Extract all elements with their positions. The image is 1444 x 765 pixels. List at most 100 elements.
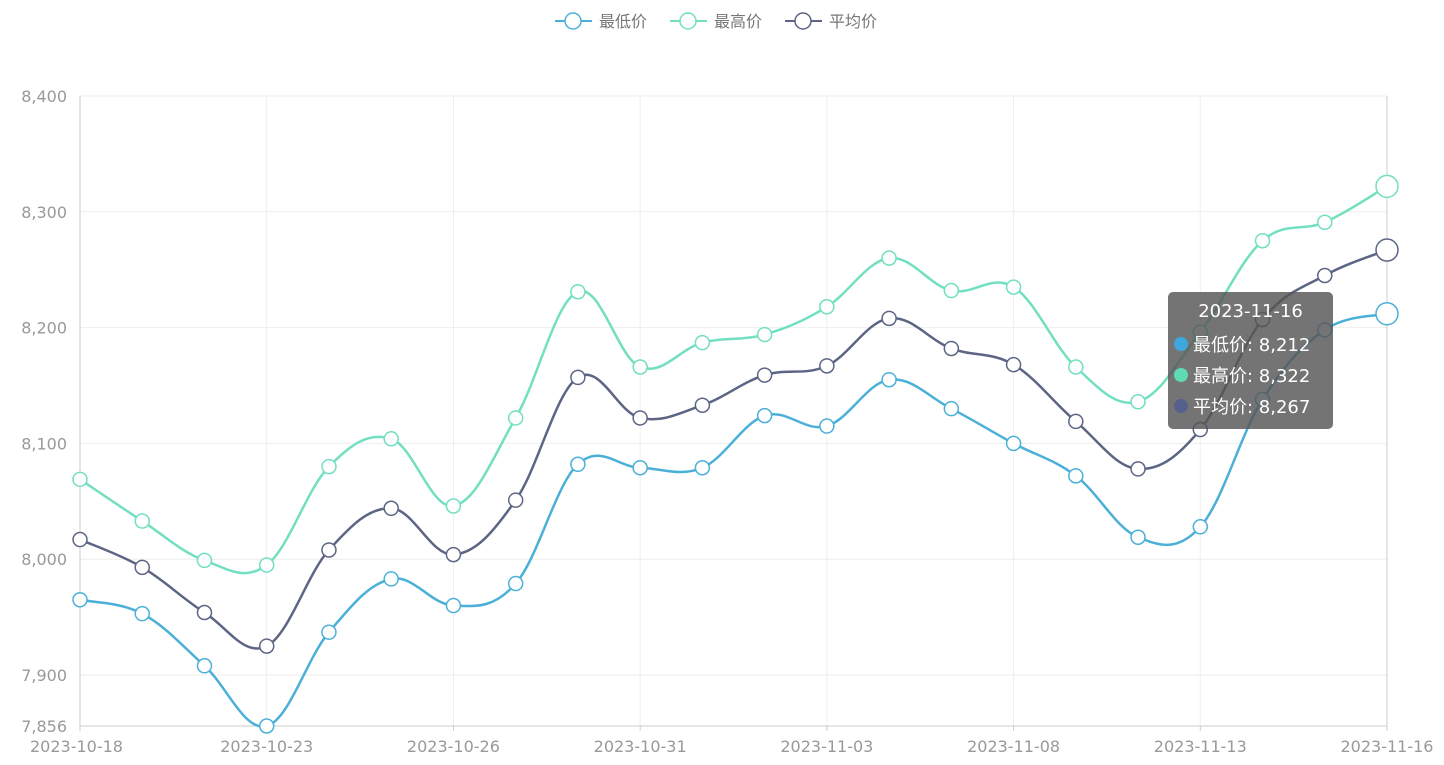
data-point-highest-price: [881, 250, 897, 266]
data-point-average-price: [943, 340, 960, 357]
data-point-lowest-price: [321, 624, 337, 640]
data-point-highest-price: [1005, 279, 1022, 295]
x-tick-label: 2023-11-03: [780, 737, 873, 756]
data-point-highest-price: [72, 471, 88, 488]
axes: [79, 96, 1388, 727]
data-point-average-price: [1068, 413, 1084, 430]
tooltip-row-avg: 平均价: 8,267: [1174, 390, 1333, 421]
data-point-average-price: [383, 500, 399, 517]
data-point-lowest-price: [819, 418, 835, 434]
data-point-highest-price: [445, 498, 462, 514]
series-line-average-price: [79, 248, 1388, 650]
data-point-highest-price: [321, 458, 337, 475]
data-point-lowest-price: [632, 459, 648, 476]
data-point-highest-price: [196, 552, 213, 569]
data-point-average-price: [258, 638, 275, 654]
data-point-lowest-price: [570, 456, 586, 473]
data-point-lowest-price: [943, 400, 960, 417]
data-point-lowest-price: [1005, 435, 1022, 452]
data-point-highest-price: [134, 513, 150, 529]
data-point-lowest-price: [445, 597, 462, 614]
data-point-average-price: [134, 559, 150, 576]
tooltip-text-high: 最高价: 8,322: [1193, 365, 1311, 387]
data-point-average-price: [694, 397, 711, 413]
tooltip-row-low: 最低价: 8,212: [1174, 328, 1333, 359]
x-tick-label: 2023-10-23: [220, 737, 313, 756]
data-point-lowest-price: [258, 718, 275, 734]
tooltip-title: 2023-11-16: [1198, 301, 1303, 322]
data-point-highest-price: [383, 431, 399, 447]
data-point-average-price: [756, 367, 773, 383]
legend-marker-icon: [794, 12, 812, 30]
legend-marker-icon: [679, 12, 697, 30]
tooltip-row-high: 最高价: 8,322: [1174, 359, 1333, 390]
y-tick-label: 8,000: [21, 550, 67, 569]
x-tick-label: 2023-11-16: [1341, 737, 1434, 756]
y-tick-label: 8,300: [21, 203, 67, 222]
tooltip-text-low: 最低价: 8,212: [1193, 334, 1311, 356]
data-point-highest-price: [507, 410, 524, 426]
legend-label: 最高价: [714, 12, 762, 31]
data-point-average-price: [881, 310, 897, 327]
y-tick-label: 8,100: [21, 434, 67, 453]
series-average-price: [72, 238, 1399, 654]
legend-item-highest-price[interactable]: 最高价: [670, 12, 762, 31]
legend-marker-icon: [564, 12, 582, 30]
data-point-lowest-price: [134, 605, 150, 622]
tooltip-dot-high: [1174, 367, 1188, 382]
data-point-lowest-price: [383, 571, 399, 587]
data-point-average-price: [196, 604, 213, 621]
data-point-average-price: [1317, 267, 1333, 284]
y-axis-ticks: 8,400 8,300 8,200 8,100 8,000 7,900 7,856: [21, 87, 67, 736]
data-point-average-price: [819, 358, 835, 374]
x-tick-label: 2023-11-08: [967, 737, 1060, 756]
data-point-average-price: [1375, 238, 1399, 262]
legend-item-lowest-price[interactable]: 最低价: [555, 12, 647, 31]
grid-lines: [80, 95, 1387, 726]
tooltip: 2023-11-16 最低价: 8,212 最高价: 8,322 平均价: 8,…: [1168, 292, 1333, 429]
series-layer[interactable]: [72, 174, 1399, 734]
data-point-lowest-price: [1375, 301, 1399, 326]
data-point-highest-price: [258, 557, 275, 573]
data-point-highest-price: [632, 359, 648, 375]
data-point-lowest-price: [507, 575, 524, 592]
data-point-lowest-price: [1130, 529, 1146, 545]
y-tick-label: 7,856: [21, 717, 67, 736]
x-axis-ticks: 2023-10-18 2023-10-23 2023-10-26 2023-10-31…: [30, 726, 1433, 756]
legend[interactable]: 最低价 最高价 平均价: [555, 12, 877, 31]
data-point-lowest-price: [1068, 468, 1084, 484]
x-tick-label: 2023-10-31: [594, 737, 687, 756]
data-point-highest-price: [1068, 359, 1084, 375]
data-point-highest-price: [943, 282, 960, 299]
y-tick-label: 8,200: [21, 319, 67, 338]
data-point-highest-price: [1317, 214, 1333, 230]
data-point-highest-price: [819, 299, 835, 315]
legend-label: 平均价: [829, 12, 877, 31]
data-point-highest-price: [1130, 393, 1146, 410]
data-point-highest-price: [694, 334, 711, 351]
tooltip-text-avg: 平均价: 8,267: [1193, 396, 1311, 418]
y-tick-label: 8,400: [21, 87, 67, 106]
x-tick-label: 2023-11-13: [1154, 737, 1247, 756]
data-point-average-price: [632, 410, 648, 426]
tooltip-dot-low: [1174, 336, 1188, 351]
data-point-average-price: [321, 542, 337, 558]
data-point-highest-price: [756, 326, 773, 343]
data-point-lowest-price: [756, 407, 773, 424]
series-highest-price: [72, 174, 1399, 575]
data-point-average-price: [507, 492, 524, 508]
legend-item-average-price[interactable]: 平均价: [785, 12, 877, 31]
x-tick-label: 2023-10-26: [407, 737, 500, 756]
legend-label: 最低价: [599, 12, 647, 31]
data-point-lowest-price: [694, 459, 711, 476]
x-tick-label: 2023-10-18: [30, 737, 123, 756]
data-point-lowest-price: [881, 371, 897, 388]
data-point-lowest-price: [1192, 519, 1209, 535]
data-point-average-price: [1130, 461, 1146, 477]
y-tick-label: 7,900: [21, 666, 67, 685]
data-point-average-price: [445, 546, 462, 563]
data-point-average-price: [1005, 356, 1022, 373]
series-line-lowest-price: [79, 312, 1388, 728]
data-point-lowest-price: [196, 658, 213, 674]
